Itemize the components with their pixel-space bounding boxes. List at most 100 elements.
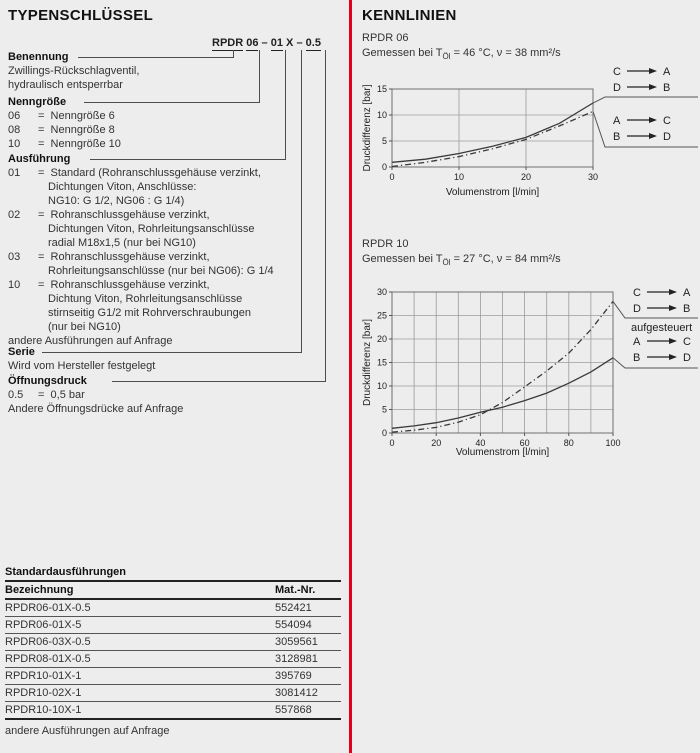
cell-bezeichnung: RPDR10-01X-1 [5,670,82,682]
x-tick-label: 100 [605,438,620,448]
legend-port-label: B [613,131,620,143]
item-text: = Rohranschlussgehäuse verzinkt, [38,251,210,263]
cell-matnr: 554094 [275,619,312,631]
table-row: RPDR10-02X-1 3081412 [5,685,341,702]
table-note: andere Ausführungen auf Anfrage [5,725,170,737]
y-tick-label: 5 [382,405,387,415]
section-serie: Serie Wird vom Hersteller festgelegt [8,345,342,373]
flow-arrow-icon [669,354,677,360]
cell-bezeichnung: RPDR06-01X-5 [5,619,82,631]
chart-title-rpdr06: RPDR 06 [362,32,409,44]
ausfuehrung-item: 10 = Rohranschlussgehäuse verzinkt, [8,278,342,292]
y-tick-label: 30 [377,287,387,297]
cell-bezeichnung: RPDR06-03X-0.5 [5,636,91,648]
legend-port-label: A [633,336,641,348]
y-axis-label: Druckdifferenz [bar] [362,319,373,406]
item-text: Dichtungen Viton, Rohrleitungsanschlüsse [48,223,255,235]
flow-arrow-icon [649,133,657,139]
standard-versions-table: Standardausführungen Bezeichnung Mat.-Nr… [5,565,341,738]
x-tick-label: 60 [520,438,530,448]
item-text: = 0,5 bar [38,389,85,401]
oeffnungsdruck-note: Andere Öffnungsdrücke auf Anfrage [8,403,184,415]
item-code: 08 [8,124,21,136]
cell-matnr: 3059561 [275,636,318,648]
plot-border [391,88,594,168]
legend-port-label: C [663,115,671,127]
y-tick-label: 10 [377,381,387,391]
cell-matnr: 395769 [275,670,312,682]
cell-bezeichnung: RPDR10-02X-1 [5,687,82,699]
y-tick-label: 15 [377,84,387,94]
type-code-dash: – [296,37,303,49]
subtitle-text: Gemessen bei T [362,47,443,59]
y-tick-label: 25 [377,311,387,321]
legend-port-label: A [613,115,621,127]
y-tick-label: 15 [377,358,387,368]
x-tick-label: 80 [564,438,574,448]
serie-line: Wird vom Hersteller festgelegt [8,360,156,372]
y-tick-label: 0 [382,428,387,438]
item-text: = Nenngröße 8 [38,124,115,136]
legend-port-label: D [683,352,691,364]
cell-matnr: 3128981 [275,653,318,665]
y-tick-label: 20 [377,334,387,344]
item-code: 02 [8,209,21,221]
connector-line [84,102,260,103]
subtitle-subscript: Öl [442,258,451,268]
benennung-line: Zwillings-Rückschlagventil, [8,65,140,77]
item-code: 06 [8,110,21,122]
legend-port-label: B [683,303,690,315]
section-oeffnungsdruck: Öffnungsdruck 0.5 = 0,5 bar Andere Öffnun… [8,374,342,416]
y-tick-label: 5 [382,136,387,146]
section-label-nenngroesse: Nenngröße [8,96,67,108]
x-tick-label: 30 [588,172,598,182]
subtitle-text: = 46 °C, ν = 38 mm²/s [450,47,561,59]
legend-note: aufgesteuert [631,322,692,334]
nenngroesse-item: 10 = Nenngröße 10 [8,137,342,151]
section-benennung: Benennung Zwillings-Rückschlagventil, hy… [8,50,342,92]
flow-arrow-icon [669,305,677,311]
legend-port-label: B [633,352,640,364]
flow-arrow-icon [669,289,677,295]
legend-port-label: A [663,66,671,78]
type-code-dash: – [261,37,268,49]
item-text: (nur bei NG10) [48,321,121,333]
type-code-part-ng: 06 [246,37,259,51]
cell-matnr: 557868 [275,704,312,716]
x-tick-label: 10 [454,172,464,182]
item-code: 01 [8,167,21,179]
x-tick-label: 40 [475,438,485,448]
cell-matnr: 552421 [275,602,312,614]
connector-line [325,50,326,381]
ausfuehrung-note: andere Ausführungen auf Anfrage [8,335,173,347]
chart-subtitle-rpdr10: Gemessen bei TÖl = 27 °C, ν = 84 mm²/s [362,252,561,270]
table-row: RPDR06-03X-0.5 3059561 [5,634,341,651]
table-header-row: Bezeichnung Mat.-Nr. [5,582,341,600]
subtitle-text: Gemessen bei T [362,253,443,265]
cell-matnr: 3081412 [275,687,318,699]
item-code: 10 [8,138,21,150]
flow-arrow-icon [649,68,657,74]
flow-arrow-icon [669,338,677,344]
legend-port-label: B [663,82,670,94]
y-axis-label: Druckdifferenz [bar] [362,84,373,171]
item-text: Rohrleitungsanschlüsse (nur bei NG06): G… [48,265,274,277]
section-label-oeffnungsdruck: Öffnungsdruck [8,375,87,387]
item-text: Dichtungen Viton, Anschlüsse: [48,181,197,193]
y-tick-label: 10 [377,110,387,120]
section-nenngroesse: Nenngröße 06 = Nenngröße 6 08 = Nenngröße … [8,95,342,151]
x-tick-label: 0 [389,172,394,182]
item-code: 03 [8,251,21,263]
chart-title-rpdr10: RPDR 10 [362,238,409,250]
x-axis-label: Volumenstrom [l/min] [446,187,540,198]
rpdr10-curve-chart: 0 20 40 60 80 100 0 5 10 15 20 25 30 Volumenstrom [l/… [362,287,698,458]
column-header-matnr: Mat.-Nr. [275,584,316,596]
table-row: RPDR10-10X-1 557868 [5,702,341,720]
subtitle-subscript: Öl [442,52,451,62]
page-title-typenschluessel: TYPENSCHLÜSSEL [8,7,154,24]
item-text: = Standard (Rohranschlussgehäuse verzink… [38,167,261,179]
connector-line [42,352,302,353]
connector-line [112,381,326,382]
series-0 [391,300,614,433]
